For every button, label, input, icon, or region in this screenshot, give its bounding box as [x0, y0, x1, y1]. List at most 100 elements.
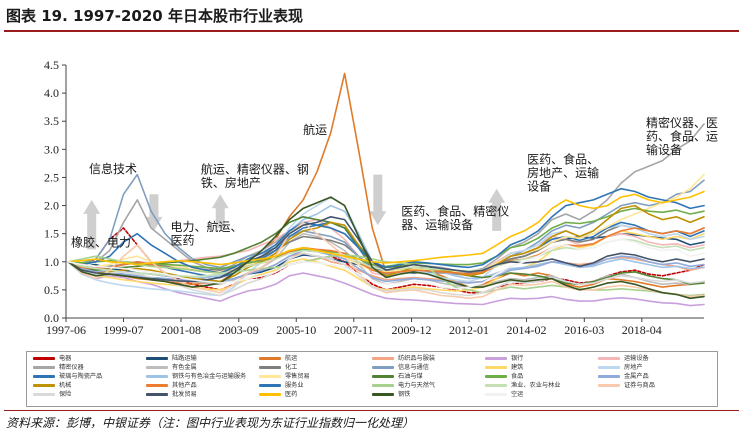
y-tick-label: 0.0: [44, 311, 59, 325]
x-tick-label: 2003-09: [219, 323, 259, 337]
legend-label: 房地产: [624, 364, 643, 371]
y-tick-label: 2.0: [44, 199, 59, 213]
legend-label: 信息与通信: [398, 364, 429, 371]
legend-swatch: [146, 384, 168, 387]
legend-swatch: [33, 375, 55, 378]
legend-item: 电器: [33, 354, 71, 363]
legend-label: 金属产品: [624, 373, 649, 380]
legend-item: 服务业: [259, 381, 304, 390]
x-tick-label: 2001-08: [161, 323, 201, 337]
legend-label: 证券与商品: [624, 382, 655, 389]
legend-item: 钢铁: [372, 390, 410, 399]
legend-item: 机械: [33, 381, 71, 390]
chart-title: 图表 19. 1997-2020 年日本股市行业表现: [6, 7, 303, 25]
annotation-label: 器、运输设备: [401, 217, 473, 232]
legend-item: 其他产品: [146, 381, 197, 390]
annotation-label: 橡胶、电力: [71, 235, 131, 250]
legend-item: 电力与天然气: [372, 381, 435, 390]
legend-swatch: [259, 393, 281, 396]
x-tick-label: 2007-11: [334, 323, 374, 337]
legend-item: 批发贸易: [146, 390, 197, 399]
legend-item: 精密仪器: [33, 363, 84, 372]
legend-swatch: [372, 384, 394, 387]
legend-swatch: [598, 375, 620, 378]
series-line: [67, 196, 705, 300]
chart-plot: 0.0 0.5 1.0 1.5 2.0 2.5 3.0 3.5 4.0 4.5 1997-06 199…: [44, 58, 718, 337]
legend-label: 渔业、农业与林业: [511, 382, 561, 389]
legend-item: 金属产品: [598, 372, 649, 381]
legend-label: 化工: [285, 364, 298, 371]
legend-item: 陆路运输: [146, 354, 197, 363]
annotation-label: 房地产、运输: [527, 165, 599, 180]
legend-item: 空运: [485, 390, 523, 399]
source-rule: [4, 410, 739, 411]
trend-arrow-up: [488, 188, 506, 231]
legend-swatch: [598, 366, 620, 369]
x-tick-label: 2005-10: [276, 323, 316, 337]
source-note: 资料来源：彭博，中银证券（注：图中行业表现为东证行业指数归一化处理）: [6, 416, 415, 430]
legend-label: 银行: [511, 355, 524, 362]
legend-label: 纺织品与服装: [398, 355, 436, 362]
legend-item: 运输设备: [598, 354, 649, 363]
legend-label: 电力与天然气: [398, 382, 436, 389]
y-tick-label: 4.0: [44, 86, 59, 100]
legend-swatch: [485, 375, 507, 378]
annotation-label: 输设备: [646, 142, 682, 157]
legend-label: 有色金属: [172, 364, 197, 371]
trend-arrow-up: [83, 199, 101, 250]
legend-item: 有色金属: [146, 363, 197, 372]
legend-swatch: [259, 375, 281, 378]
legend-swatch: [598, 357, 620, 360]
legend-label: 批发贸易: [172, 391, 197, 398]
legend-swatch: [146, 357, 168, 360]
legend-swatch: [259, 384, 281, 387]
legend-swatch: [598, 384, 620, 387]
trend-arrow-down: [369, 174, 387, 226]
series-line: [67, 216, 705, 283]
y-tick-label: 1.0: [44, 255, 59, 269]
y-tick-label: 3.5: [44, 114, 59, 128]
annotation-label: 药、食品、运: [646, 128, 718, 143]
legend-swatch: [485, 393, 507, 396]
annotation-label: 信息技术: [89, 161, 137, 176]
legend-swatch: [372, 375, 394, 378]
legend-item: 零售贸易: [259, 372, 310, 381]
legend-label: 电器: [59, 355, 72, 362]
legend-item: 食品: [485, 372, 523, 381]
legend-swatch: [372, 393, 394, 396]
legend-swatch: [485, 366, 507, 369]
legend-item: 房地产: [598, 363, 643, 372]
annotation-label: 医药、食品、精密仪: [401, 204, 509, 219]
legend-swatch: [33, 393, 55, 396]
legend-item: 钢铁与有色冶金与运输服务: [146, 372, 246, 381]
legend-item: 证券与商品: [598, 381, 655, 390]
title-rule: [4, 30, 739, 32]
annotation-label: 航运: [303, 122, 327, 137]
x-tick-label: 1997-06: [46, 323, 86, 337]
legend-label: 食品: [511, 373, 524, 380]
legend-item: 医药: [259, 390, 297, 399]
series-line: [67, 173, 705, 273]
x-tick-label: 2014-02: [507, 323, 547, 337]
legend-swatch: [33, 384, 55, 387]
x-tick-label: 2012-01: [449, 323, 489, 337]
y-tick-label: 0.5: [44, 283, 59, 297]
legend-label: 零售贸易: [285, 373, 310, 380]
annotation-label: 铁、房地产: [201, 175, 261, 190]
legend-label: 空运: [511, 391, 524, 398]
y-tick-label: 4.5: [44, 58, 59, 72]
legend-label: 石油与煤: [398, 373, 423, 380]
series-line: [67, 187, 705, 274]
legend-item: 航运: [259, 354, 297, 363]
annotation-label: 医药: [170, 233, 194, 247]
legend-label: 玻璃与陶瓷产品: [59, 373, 103, 380]
y-tick-label: 2.5: [44, 170, 59, 184]
legend-item: 信息与通信: [372, 363, 429, 372]
annotation-label: 设备: [527, 179, 551, 193]
legend-label: 其他产品: [172, 382, 197, 389]
x-tick-label: 2018-04: [622, 323, 662, 337]
trend-arrow-up: [211, 194, 229, 229]
legend-swatch: [372, 366, 394, 369]
legend-swatch: [259, 366, 281, 369]
series-lines: [67, 72, 705, 307]
